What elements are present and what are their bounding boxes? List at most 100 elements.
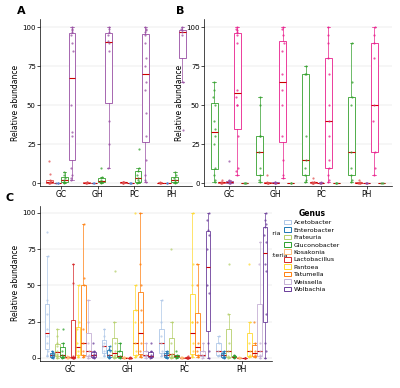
PathPatch shape: [117, 351, 122, 357]
Point: [120, 178, 126, 185]
Point: [105, 38, 111, 44]
Point: [184, 355, 190, 361]
Point: [221, 353, 227, 360]
Point: [288, 180, 294, 186]
Point: [44, 229, 51, 235]
Point: [49, 355, 56, 361]
Point: [132, 348, 139, 354]
Point: [257, 133, 264, 139]
Point: [212, 177, 218, 183]
Point: [76, 319, 82, 325]
Point: [303, 177, 309, 183]
Point: [49, 348, 56, 354]
Point: [80, 340, 86, 346]
Point: [135, 178, 142, 185]
Text: A: A: [17, 6, 26, 16]
Point: [70, 353, 76, 360]
Point: [348, 177, 355, 183]
Point: [75, 348, 81, 354]
PathPatch shape: [76, 327, 80, 355]
Point: [189, 353, 196, 360]
Point: [302, 71, 308, 77]
Point: [148, 348, 155, 354]
Point: [280, 40, 287, 46]
Point: [59, 355, 65, 361]
Point: [85, 340, 92, 346]
Point: [128, 180, 134, 186]
Point: [157, 179, 163, 185]
Point: [234, 32, 240, 38]
Point: [251, 353, 258, 360]
Point: [226, 354, 232, 360]
Point: [112, 348, 118, 354]
PathPatch shape: [221, 353, 226, 357]
Point: [80, 354, 86, 360]
Point: [126, 355, 132, 361]
Point: [101, 352, 108, 358]
Point: [225, 311, 232, 317]
Point: [143, 157, 149, 163]
Point: [44, 253, 51, 260]
Point: [272, 179, 278, 185]
Point: [370, 40, 377, 46]
Point: [194, 261, 200, 267]
PathPatch shape: [264, 182, 271, 183]
Point: [333, 180, 340, 186]
PathPatch shape: [46, 180, 53, 183]
Point: [59, 340, 66, 346]
Point: [111, 319, 118, 325]
Point: [106, 118, 112, 124]
Point: [98, 174, 105, 180]
Point: [54, 353, 60, 360]
Point: [226, 179, 232, 185]
Point: [288, 180, 294, 186]
Point: [106, 343, 113, 350]
PathPatch shape: [226, 181, 233, 183]
Point: [242, 355, 248, 361]
PathPatch shape: [185, 357, 190, 358]
Point: [303, 157, 309, 163]
Point: [310, 179, 317, 185]
Point: [135, 146, 142, 152]
Point: [116, 354, 123, 360]
Point: [234, 165, 241, 171]
Point: [105, 165, 111, 171]
PathPatch shape: [200, 351, 205, 357]
Point: [44, 353, 51, 360]
Point: [172, 180, 178, 186]
Point: [68, 26, 75, 32]
PathPatch shape: [112, 338, 117, 357]
Point: [363, 180, 370, 186]
Point: [49, 350, 56, 357]
PathPatch shape: [102, 340, 106, 353]
Point: [64, 355, 70, 361]
Point: [194, 282, 200, 289]
Point: [70, 354, 76, 360]
Point: [54, 326, 60, 332]
Point: [326, 118, 332, 124]
Point: [137, 348, 143, 354]
Point: [138, 340, 144, 346]
Point: [215, 333, 222, 339]
Point: [225, 355, 231, 361]
Point: [178, 354, 184, 360]
PathPatch shape: [174, 355, 179, 357]
Point: [212, 165, 218, 171]
Point: [246, 353, 252, 360]
Point: [120, 179, 126, 185]
Point: [212, 102, 218, 108]
Point: [184, 353, 191, 360]
Point: [178, 354, 184, 360]
PathPatch shape: [164, 353, 169, 357]
Point: [120, 180, 126, 186]
Point: [262, 222, 269, 228]
Point: [325, 32, 331, 38]
Point: [142, 29, 148, 35]
Point: [262, 355, 268, 361]
Point: [256, 133, 263, 139]
Point: [264, 180, 270, 186]
Point: [126, 354, 132, 360]
PathPatch shape: [138, 291, 143, 354]
Point: [311, 179, 317, 185]
Point: [61, 178, 67, 185]
